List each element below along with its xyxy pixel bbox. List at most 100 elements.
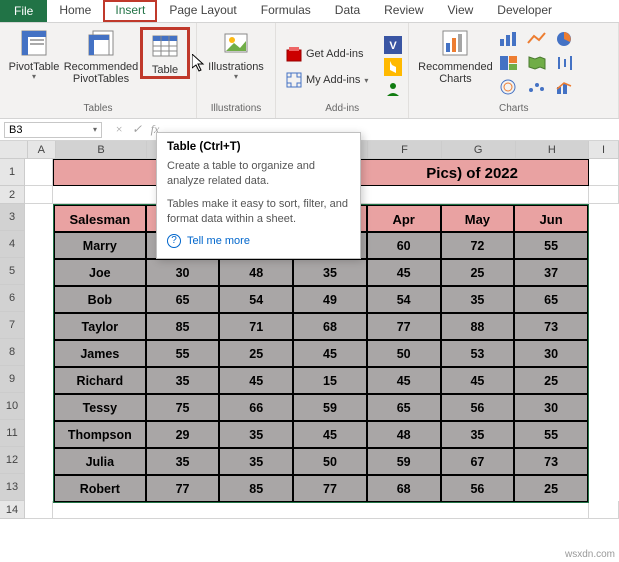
name-cell[interactable]: Marry [54,232,146,259]
row-header[interactable]: 10 [0,393,25,420]
row-header[interactable]: 2 [0,186,25,204]
data-cell[interactable]: 45 [367,367,441,394]
data-cell[interactable]: 55 [146,340,220,367]
cell[interactable] [589,186,619,204]
select-all-corner[interactable] [0,141,28,159]
cell[interactable] [25,501,53,519]
table-button[interactable]: Table [145,30,185,76]
column-chart-icon[interactable] [499,31,525,53]
data-cell[interactable]: 77 [367,313,441,340]
name-cell[interactable]: Tessy [54,394,146,421]
pie-chart-icon[interactable] [555,31,581,53]
header-cell[interactable]: May [441,205,515,232]
data-cell[interactable]: 35 [293,259,367,286]
stock-chart-icon[interactable] [555,55,581,77]
get-addins-button[interactable]: Get Add-ins [282,44,372,64]
data-cell[interactable]: 55 [514,421,588,448]
tab-data[interactable]: Data [323,0,372,22]
name-cell[interactable]: Julia [54,448,146,475]
name-cell[interactable]: James [54,340,146,367]
data-cell[interactable]: 35 [441,286,515,313]
pivottable-button[interactable]: PivotTable ▾ [6,27,62,82]
col-header-i[interactable]: I [589,141,619,159]
tab-review[interactable]: Review [372,0,435,22]
tab-view[interactable]: View [436,0,486,22]
data-cell[interactable]: 35 [441,421,515,448]
cell[interactable] [589,501,619,519]
data-cell[interactable]: 85 [219,475,293,502]
tab-formulas[interactable]: Formulas [249,0,323,22]
illustrations-button[interactable]: Illustrations ▾ [203,27,269,82]
data-cell[interactable]: 85 [146,313,220,340]
row-header[interactable]: 12 [0,447,25,474]
tab-home[interactable]: Home [47,0,103,22]
data-cell[interactable]: 73 [514,448,588,475]
data-cell[interactable]: 65 [367,394,441,421]
people-icon[interactable] [384,80,402,98]
visio-icon[interactable]: V [384,36,402,54]
tab-file[interactable]: File [0,0,47,22]
data-cell[interactable]: 67 [441,448,515,475]
data-cell[interactable]: 25 [219,340,293,367]
treemap-icon[interactable] [499,55,525,77]
tab-insert[interactable]: Insert [103,0,157,22]
data-cell[interactable]: 65 [146,286,220,313]
data-cell[interactable]: 30 [146,259,220,286]
data-cell[interactable]: 37 [514,259,588,286]
data-cell[interactable]: 30 [514,394,588,421]
data-cell[interactable]: 53 [441,340,515,367]
name-cell[interactable]: Thompson [54,421,146,448]
data-cell[interactable]: 59 [293,394,367,421]
row-header[interactable]: 1 [0,159,25,186]
row-header[interactable]: 9 [0,366,25,393]
row-header[interactable]: 6 [0,285,25,312]
data-cell[interactable]: 50 [367,340,441,367]
data-cell[interactable]: 29 [146,421,220,448]
data-cell[interactable]: 35 [219,448,293,475]
header-cell[interactable]: Salesman [54,205,146,232]
data-cell[interactable]: 25 [441,259,515,286]
data-cell[interactable]: 49 [293,286,367,313]
name-cell[interactable]: Robert [54,475,146,502]
data-cell[interactable]: 75 [146,394,220,421]
data-cell[interactable]: 54 [219,286,293,313]
data-cell[interactable]: 56 [441,394,515,421]
tell-me-more-link[interactable]: ? Tell me more [167,234,350,248]
data-cell[interactable]: 48 [367,421,441,448]
data-cell[interactable]: 66 [219,394,293,421]
recommended-pivottables-button[interactable]: Recommended PivotTables [62,27,140,85]
data-cell[interactable]: 25 [514,367,588,394]
data-cell[interactable]: 45 [219,367,293,394]
col-header-b[interactable]: B [56,141,148,159]
col-header-g[interactable]: G [442,141,516,159]
col-header-h[interactable]: H [516,141,590,159]
fx-enter-icon[interactable]: ✓ [128,122,146,137]
data-cell[interactable]: 45 [293,421,367,448]
data-cell[interactable]: 77 [146,475,220,502]
data-cell[interactable]: 68 [293,313,367,340]
cell[interactable] [25,186,53,204]
header-cell[interactable]: Apr [367,205,441,232]
col-header-f[interactable]: F [368,141,442,159]
data-cell[interactable]: 88 [441,313,515,340]
map-chart-icon[interactable] [527,55,553,77]
data-cell[interactable]: 30 [514,340,588,367]
data-cell[interactable]: 54 [367,286,441,313]
data-cell[interactable]: 55 [514,232,588,259]
combo-chart-icon[interactable] [555,79,581,101]
name-box[interactable]: B3 ▾ [4,122,102,138]
name-cell[interactable]: Bob [54,286,146,313]
data-cell[interactable]: 60 [367,232,441,259]
data-cell[interactable]: 45 [293,340,367,367]
data-cell[interactable]: 50 [293,448,367,475]
row-header[interactable]: 4 [0,231,25,258]
data-cell[interactable]: 35 [146,367,220,394]
data-cell[interactable]: 45 [367,259,441,286]
data-cell[interactable]: 77 [293,475,367,502]
row-header[interactable]: 14 [0,501,25,519]
recommended-charts-button[interactable]: Recommended Charts [415,27,495,85]
row-header[interactable]: 11 [0,420,25,447]
bing-icon[interactable] [384,58,402,76]
tab-developer[interactable]: Developer [485,0,564,22]
row-header[interactable]: 8 [0,339,25,366]
